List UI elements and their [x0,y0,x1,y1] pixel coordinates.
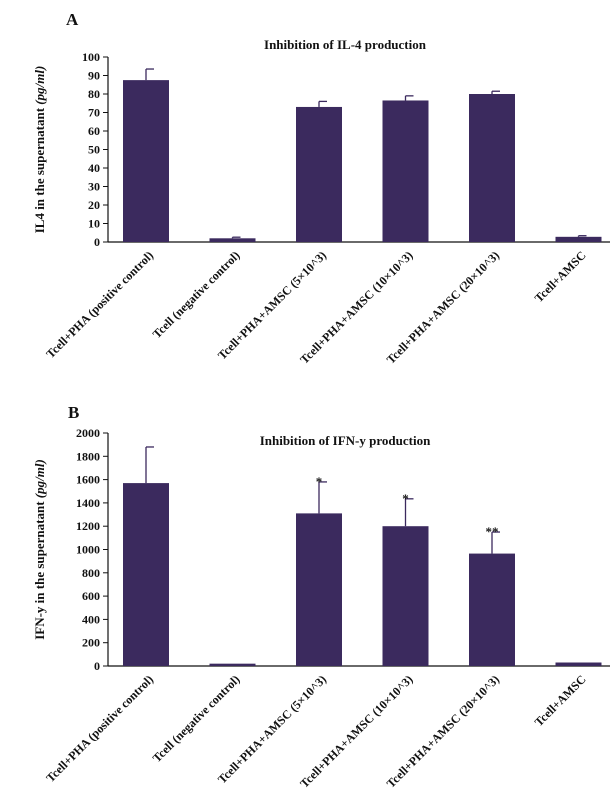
y-axis-label-text: IL4 in the supernatant [32,105,47,234]
bar [123,483,169,666]
chart-title: Inhibition of IFN-y production [260,433,431,448]
y-axis-label: IFN-y in the supernatant (pg/ml) [32,459,47,640]
chart-title: Inhibition of IL-4 production [264,37,427,52]
y-axis-label: IL4 in the supernatant (pg/ml) [32,66,47,234]
y-tick-label: 60 [88,124,100,138]
bar [209,663,256,666]
bar [555,662,602,666]
y-tick-label: 600 [82,589,100,603]
y-tick-label: 0 [94,659,100,673]
y-tick-label: 50 [88,143,100,157]
significance-marker: * [402,491,409,506]
category-label: Tcell+PHA (positive control) [43,672,156,785]
y-tick-label: 100 [82,50,100,64]
bar [296,513,342,666]
y-tick-label: 40 [88,161,100,175]
category-label: Tcell (negative control) [150,248,243,341]
significance-marker: * [316,474,323,489]
y-tick-label: 20 [88,198,100,212]
bar [469,553,515,666]
bar [382,526,429,666]
bar [123,80,169,242]
category-label: Tcell+PHA (positive control) [43,248,156,361]
bar [382,100,429,242]
y-tick-label: 70 [88,106,100,120]
chart-panel-b: B Inhibition of IFN-y production 0 200 400 60… [32,403,610,791]
y-tick-label: 2000 [76,426,100,440]
panel-letter: B [68,403,79,422]
y-axis-label-text: IFN-y in the supernatant [32,498,47,640]
chart-panel-a: A Inhibition of IL-4 production 0 10 20 30 40 5… [32,10,610,367]
y-tick-label: 200 [82,636,100,650]
y-tick-label: 800 [82,566,100,580]
y-axis-label-unit: (pg/ml) [32,459,47,498]
bar [555,236,602,242]
y-tick-label: 1200 [76,519,100,533]
category-label: Tcell+AMSC [532,248,589,305]
y-tick-label: 1000 [76,543,100,557]
panel-letter: A [66,10,79,29]
y-tick-label: 30 [88,180,100,194]
y-tick-label: 1400 [76,496,100,510]
bar [296,106,342,242]
y-tick-label: 80 [88,87,100,101]
y-tick-label: 400 [82,612,100,626]
y-tick-label: 1800 [76,449,100,463]
y-tick-label: 10 [88,217,100,231]
y-tick-label: 90 [88,69,100,83]
y-tick-label: 1600 [76,473,100,487]
category-label: Tcell (negative control) [150,672,243,765]
y-tick-label: 0 [94,235,100,249]
bar [469,94,515,242]
significance-marker: ** [486,524,499,539]
category-label: Tcell+AMSC [532,672,589,729]
bar [209,238,256,242]
y-axis-label-unit: (pg/ml) [32,66,47,105]
